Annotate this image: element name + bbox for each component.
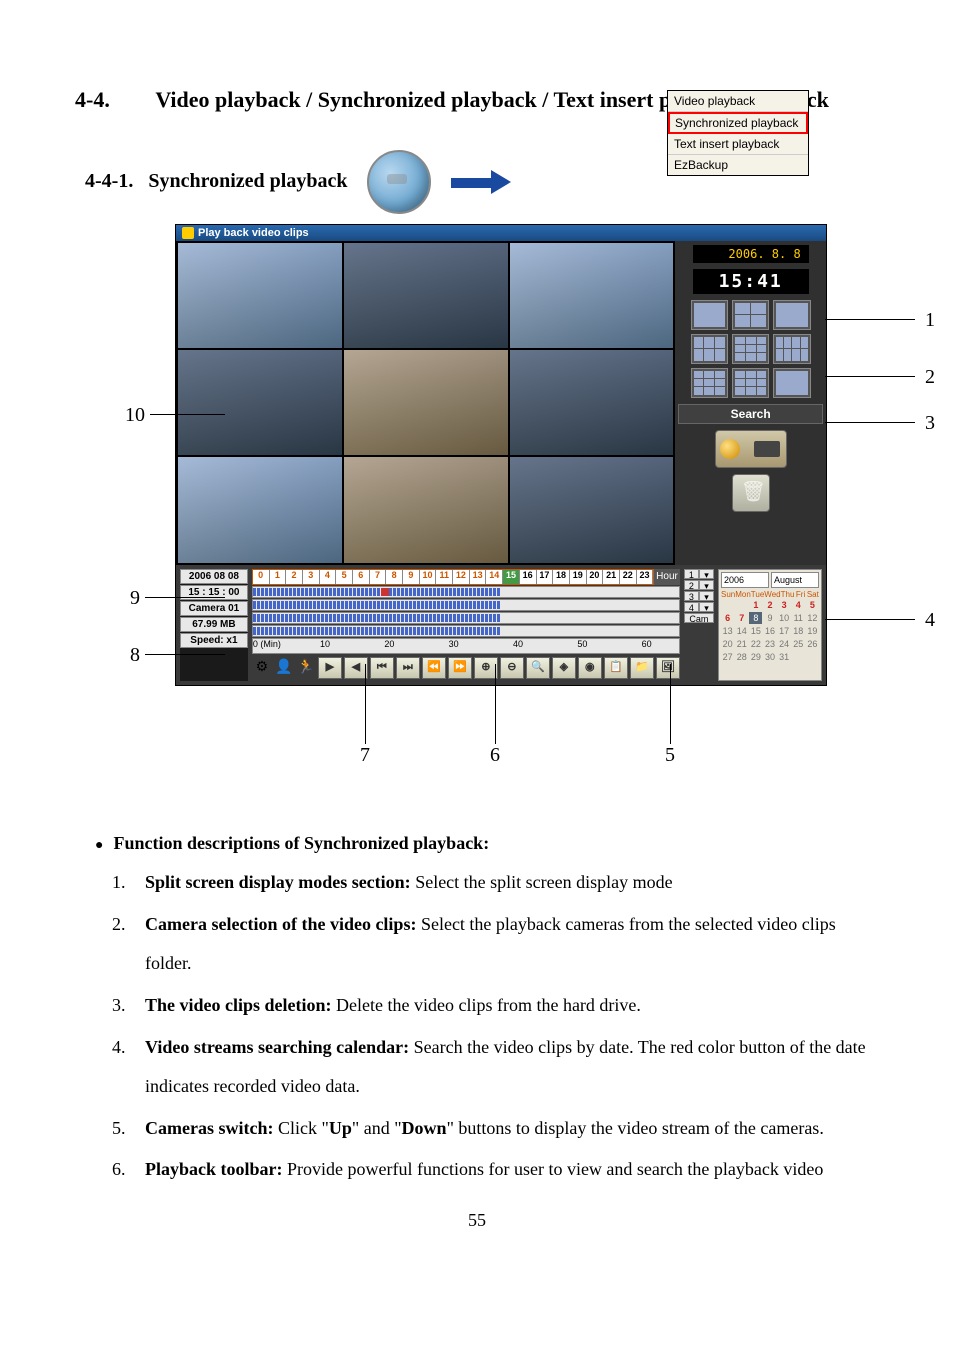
info-date: 2006 08 08: [180, 569, 248, 584]
toolbar-button[interactable]: 📋: [604, 657, 628, 679]
annotation-10: 10: [125, 404, 145, 427]
toolbar-button[interactable]: ▶: [318, 657, 342, 679]
timeline-row[interactable]: [252, 612, 680, 624]
toolbar-button[interactable]: ⏭: [396, 657, 420, 679]
info-speed: Speed: x1: [180, 633, 248, 648]
toolbar-button[interactable]: ◈: [552, 657, 576, 679]
timeline-row[interactable]: [252, 586, 680, 598]
camera-spinner[interactable]: 1▾2▾3▾4▾Cam: [684, 569, 714, 681]
split-1-icon[interactable]: [691, 300, 728, 330]
menu-item-selected[interactable]: Synchronized playback: [668, 112, 808, 134]
playback-window: Play back video clips 2006. 8. 8 15:41: [175, 224, 827, 686]
globe-icon: [367, 150, 431, 214]
video-cell[interactable]: [344, 243, 508, 348]
search-label: Search: [678, 404, 823, 424]
toolbar-button[interactable]: ◉: [578, 657, 602, 679]
window-titlebar: Play back video clips: [176, 225, 826, 241]
calendar-grid[interactable]: 1234567891011121314151617181920212223242…: [721, 599, 819, 663]
subsection-number: 4-4-1.: [85, 170, 133, 192]
split-more-icon[interactable]: [732, 368, 769, 398]
video-cell[interactable]: [510, 457, 674, 562]
person-icon[interactable]: 👤: [274, 658, 294, 678]
split-8-icon[interactable]: [773, 334, 810, 364]
gear-icon[interactable]: ⚙: [252, 658, 272, 678]
annotation-8: 8: [130, 644, 140, 667]
playback-toolbar: ⚙ 👤 🏃 ▶◀⏮⏭⏪⏩⊕⊖🔍◈◉📋📁🖼: [252, 655, 680, 681]
video-cell[interactable]: [510, 243, 674, 348]
subsection-heading: 4-4-1. Synchronized playback: [85, 170, 347, 193]
split-6-icon[interactable]: [691, 334, 728, 364]
annotation-3: 3: [925, 412, 935, 435]
toolbar-button[interactable]: ⏩: [448, 657, 472, 679]
arrow-icon: [451, 172, 511, 192]
subsection-title: Synchronized playback: [148, 170, 347, 192]
annotation-4: 4: [925, 609, 935, 632]
split-mode-section: [691, 300, 811, 398]
side-panel: 2006. 8. 8 15:41 Search: [675, 241, 826, 565]
video-cell[interactable]: [344, 457, 508, 562]
timeline-row[interactable]: [252, 625, 680, 637]
video-cell[interactable]: [178, 350, 342, 455]
annotation-7: 7: [360, 744, 370, 767]
description-item: Camera selection of the video clips: Sel…: [130, 905, 879, 984]
toolbar-button[interactable]: 🖼: [656, 657, 680, 679]
annotation-9: 9: [130, 587, 140, 610]
menu-item[interactable]: Text insert playback: [668, 134, 808, 155]
description-item: Playback toolbar: Provide powerful funct…: [130, 1150, 879, 1190]
page-number: 55: [75, 1210, 879, 1231]
info-size: 67.99 MB: [180, 617, 248, 632]
toolbar-button[interactable]: ⊖: [500, 657, 524, 679]
description-item: Split screen display modes section: Sele…: [130, 863, 879, 903]
bottom-area: 2006 08 08 15 : 15 : 00 Camera 01 67.99 …: [176, 565, 826, 685]
description-item: The video clips deletion: Delete the vid…: [130, 986, 879, 1026]
calendar-dow: SunMonTueWedThuFriSat: [721, 590, 819, 599]
person-run-icon[interactable]: 🏃: [296, 658, 316, 678]
toolbar-button[interactable]: ⏪: [422, 657, 446, 679]
video-cell[interactable]: [510, 350, 674, 455]
split-1b-icon[interactable]: [773, 300, 810, 330]
minute-ruler[interactable]: 0 (Min)102030405060: [252, 638, 680, 654]
trash-icon[interactable]: [732, 474, 770, 512]
toolbar-button[interactable]: 🔍: [526, 657, 550, 679]
calendar[interactable]: SunMonTueWedThuFriSat 123456789101112131…: [718, 569, 822, 681]
camera-select-icon[interactable]: [715, 430, 787, 468]
toolbar-button[interactable]: 📁: [630, 657, 654, 679]
toolbar-button[interactable]: ⏮: [370, 657, 394, 679]
split-4-icon[interactable]: [732, 300, 769, 330]
timeline-area: 01234567891011121314151617181920212223 H…: [252, 569, 680, 681]
video-grid: [176, 241, 675, 565]
window-icon: [182, 227, 194, 239]
description-content: Function descriptions of Synchronized pl…: [75, 824, 879, 1190]
split-custom-icon[interactable]: [773, 368, 810, 398]
split-9-icon[interactable]: [732, 334, 769, 364]
description-item: Video streams searching calendar: Search…: [130, 1028, 879, 1107]
month-select[interactable]: [771, 572, 819, 588]
annotation-2: 2: [925, 366, 935, 389]
video-cell[interactable]: [344, 350, 508, 455]
date-display: 2006. 8. 8: [693, 245, 809, 263]
video-cell[interactable]: [178, 243, 342, 348]
menu-item[interactable]: EzBackup: [668, 155, 808, 175]
info-box: 2006 08 08 15 : 15 : 00 Camera 01 67.99 …: [180, 569, 248, 681]
window-title: Play back video clips: [198, 227, 309, 239]
annotation-1: 1: [925, 309, 935, 332]
section-number: 4-4.: [75, 87, 110, 112]
bullet-heading: Function descriptions of Synchronized pl…: [113, 833, 489, 853]
year-input[interactable]: [721, 572, 769, 588]
context-menu: Video playback Synchronized playback Tex…: [667, 90, 809, 176]
info-camera: Camera 01: [180, 601, 248, 616]
split-16-icon[interactable]: [691, 368, 728, 398]
video-cell[interactable]: [178, 457, 342, 562]
timeline-row[interactable]: [252, 599, 680, 611]
menu-item[interactable]: Video playback: [668, 91, 808, 112]
hour-ruler[interactable]: 01234567891011121314151617181920212223: [252, 569, 654, 585]
description-item: Cameras switch: Click "Up" and "Down" bu…: [130, 1109, 879, 1149]
annotation-6: 6: [490, 744, 500, 767]
time-display: 15:41: [693, 269, 809, 294]
hour-label: Hour: [654, 569, 680, 585]
annotation-5: 5: [665, 744, 675, 767]
